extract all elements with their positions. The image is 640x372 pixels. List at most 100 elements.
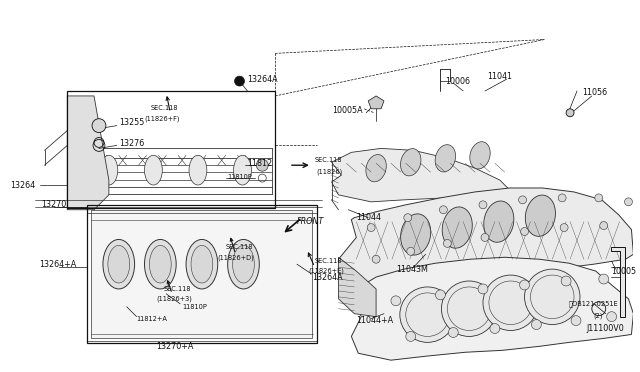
Ellipse shape xyxy=(189,155,207,185)
Circle shape xyxy=(444,240,451,247)
Circle shape xyxy=(558,194,566,202)
Circle shape xyxy=(367,224,375,231)
Polygon shape xyxy=(91,210,312,339)
Circle shape xyxy=(566,109,574,117)
Text: (11826+D): (11826+D) xyxy=(218,254,255,260)
Ellipse shape xyxy=(103,240,134,289)
Circle shape xyxy=(92,119,106,132)
Circle shape xyxy=(531,320,541,330)
Polygon shape xyxy=(339,188,634,289)
Ellipse shape xyxy=(108,246,130,283)
Circle shape xyxy=(520,228,529,235)
Text: J11100V0: J11100V0 xyxy=(587,324,625,333)
Text: (2): (2) xyxy=(594,312,604,319)
Circle shape xyxy=(435,290,445,300)
Ellipse shape xyxy=(401,149,421,176)
Text: SEC.118: SEC.118 xyxy=(150,105,178,111)
Polygon shape xyxy=(332,148,515,210)
Ellipse shape xyxy=(401,214,431,255)
Text: 11044+A: 11044+A xyxy=(356,316,394,325)
Ellipse shape xyxy=(435,145,456,172)
Text: 11812: 11812 xyxy=(248,159,273,168)
Text: 13264: 13264 xyxy=(10,180,35,189)
Ellipse shape xyxy=(470,142,490,169)
Text: 11056: 11056 xyxy=(582,89,607,97)
Ellipse shape xyxy=(525,195,556,236)
Circle shape xyxy=(560,224,568,231)
Ellipse shape xyxy=(366,154,387,182)
Circle shape xyxy=(625,198,632,206)
Text: (11826): (11826) xyxy=(317,169,343,175)
Text: 13264A: 13264A xyxy=(248,75,278,84)
Bar xyxy=(87,205,317,343)
Text: 11044: 11044 xyxy=(356,213,381,222)
Circle shape xyxy=(479,201,487,209)
Circle shape xyxy=(483,275,538,330)
Text: SEC.118: SEC.118 xyxy=(226,244,253,250)
Text: 13270: 13270 xyxy=(42,200,67,209)
Circle shape xyxy=(481,234,489,241)
Polygon shape xyxy=(339,257,376,317)
Text: 10005: 10005 xyxy=(612,267,637,276)
Circle shape xyxy=(478,284,488,294)
Text: (11826+3): (11826+3) xyxy=(156,296,192,302)
Ellipse shape xyxy=(191,246,212,283)
Text: 13255: 13255 xyxy=(119,118,144,127)
Text: 13270+A: 13270+A xyxy=(156,342,194,351)
Circle shape xyxy=(406,331,415,341)
Circle shape xyxy=(407,247,415,255)
Polygon shape xyxy=(611,247,625,317)
Text: 11041: 11041 xyxy=(487,72,512,81)
Circle shape xyxy=(525,269,580,324)
Circle shape xyxy=(599,274,609,284)
Ellipse shape xyxy=(100,155,118,185)
Circle shape xyxy=(561,276,571,286)
Circle shape xyxy=(440,206,447,214)
Text: 13264A: 13264A xyxy=(312,273,342,282)
Text: ⒷOB121-0251E: ⒷOB121-0251E xyxy=(569,301,619,307)
Text: SEC.118: SEC.118 xyxy=(315,258,342,264)
Circle shape xyxy=(404,214,412,222)
Ellipse shape xyxy=(442,207,472,248)
Circle shape xyxy=(400,287,455,342)
Text: 11812+A: 11812+A xyxy=(136,315,168,322)
Ellipse shape xyxy=(234,155,252,185)
Text: 11043M: 11043M xyxy=(396,264,428,274)
Text: 10006: 10006 xyxy=(445,77,470,86)
Ellipse shape xyxy=(145,155,163,185)
Ellipse shape xyxy=(232,246,254,283)
Text: SEC.118: SEC.118 xyxy=(163,286,191,292)
Ellipse shape xyxy=(145,240,176,289)
Ellipse shape xyxy=(150,246,172,283)
Text: FRONT: FRONT xyxy=(297,217,324,226)
Ellipse shape xyxy=(484,201,514,242)
Text: 13276: 13276 xyxy=(119,139,144,148)
Circle shape xyxy=(520,280,529,290)
Circle shape xyxy=(600,222,608,230)
Bar xyxy=(67,91,275,208)
Text: (11826+E): (11826+E) xyxy=(308,268,345,275)
Circle shape xyxy=(235,76,244,86)
Ellipse shape xyxy=(186,240,218,289)
Circle shape xyxy=(372,255,380,263)
Circle shape xyxy=(442,281,497,336)
Text: 13264+A: 13264+A xyxy=(40,260,77,269)
Polygon shape xyxy=(67,96,109,210)
Text: 11810P: 11810P xyxy=(228,174,253,180)
Circle shape xyxy=(571,316,581,326)
Text: (11826+F): (11826+F) xyxy=(145,115,180,122)
Circle shape xyxy=(595,194,603,202)
Circle shape xyxy=(449,327,458,337)
Polygon shape xyxy=(368,96,384,109)
Circle shape xyxy=(518,196,527,204)
Circle shape xyxy=(490,324,500,333)
Ellipse shape xyxy=(228,240,259,289)
Circle shape xyxy=(391,296,401,306)
Text: SEC.118: SEC.118 xyxy=(315,157,342,163)
Circle shape xyxy=(371,98,381,108)
Circle shape xyxy=(257,159,268,171)
Circle shape xyxy=(93,120,105,132)
Polygon shape xyxy=(351,257,634,360)
Circle shape xyxy=(607,312,616,321)
Text: 10005A: 10005A xyxy=(333,106,363,115)
